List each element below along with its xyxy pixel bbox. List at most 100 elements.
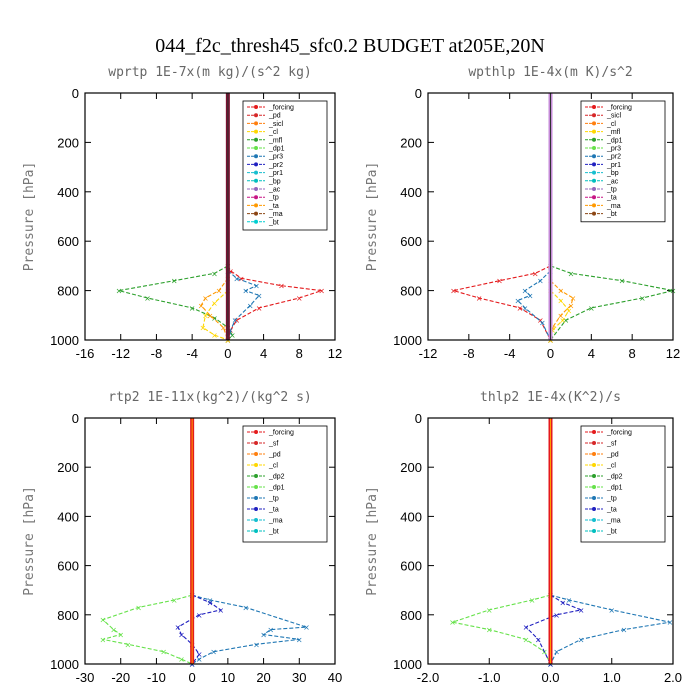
legend-marker — [254, 496, 258, 500]
y-tick-label: 0 — [72, 86, 79, 101]
plot-frame — [427, 92, 674, 341]
legend-marker — [254, 121, 258, 126]
x-tick-label: -8 — [463, 346, 475, 361]
legend-marker — [592, 529, 596, 533]
series-line — [550, 594, 671, 665]
legend-marker — [254, 211, 258, 216]
chart-title: rtp2 1E-11x(kg^2)/(kg^2 s) — [108, 390, 312, 405]
plot-frame — [427, 417, 674, 665]
legend-marker — [592, 211, 596, 216]
y-axis-label: Pressure [hPa] — [22, 486, 37, 596]
data-point: × — [100, 616, 107, 625]
data-point: × — [450, 287, 457, 296]
chart-panel-4: thlp2 1E-4x(K^2)/s Pressure [hPa] -2.0 -1.0… — [365, 390, 682, 685]
legend-marker — [592, 170, 596, 175]
legend-label: _ta — [268, 507, 279, 514]
data-point: × — [535, 635, 542, 644]
legend-label: _mfl — [606, 129, 621, 136]
data-point: × — [621, 626, 628, 635]
legend-marker — [254, 463, 258, 467]
data-point: × — [486, 606, 493, 615]
x-tick-label: 10 — [221, 670, 235, 685]
x-tick-label: 12 — [666, 346, 680, 361]
legend-marker — [254, 195, 258, 200]
legend-label: _cl — [268, 463, 278, 470]
legend-marker — [254, 187, 258, 191]
data-point: × — [578, 606, 585, 615]
legend-marker — [254, 146, 258, 150]
legend-label: _sf — [606, 441, 616, 448]
data-point: × — [242, 603, 249, 612]
legend-label: _mfl — [268, 137, 283, 144]
series-line — [549, 280, 574, 341]
x-tick-label: -16 — [76, 346, 95, 361]
legend-marker — [592, 154, 596, 159]
y-tick-label: 800 — [400, 608, 422, 623]
x-tick-label: 4 — [260, 346, 267, 361]
legend-marker — [592, 178, 596, 183]
chart-panel-3: rtp2 1E-11x(kg^2)/(kg^2 s) Pressure [hPa]… — [22, 390, 342, 685]
legend-marker — [254, 113, 258, 118]
y-tick-label: 1000 — [393, 333, 422, 348]
data-point: × — [202, 294, 209, 303]
legend-box — [580, 425, 666, 543]
series-line — [177, 594, 223, 665]
legend-label: _pr3 — [268, 154, 283, 161]
x-tick-label: -12 — [111, 346, 130, 361]
data-point: × — [278, 282, 285, 291]
x-tick-label: -30 — [76, 670, 95, 685]
legend-label: _ma — [268, 518, 283, 525]
legend-label: _dp1 — [606, 485, 623, 492]
data-point: × — [117, 630, 124, 639]
legend-label: _bp — [268, 178, 281, 185]
data-point: × — [253, 282, 260, 291]
legend-label: _ac — [606, 178, 619, 185]
data-point: × — [200, 324, 207, 333]
data-point: × — [557, 287, 564, 296]
x-tick-label: -4 — [504, 346, 516, 361]
data-point: × — [549, 324, 556, 333]
data-point: × — [566, 306, 573, 315]
legend-label: _bt — [606, 529, 617, 536]
legend-label: _dp2 — [268, 474, 285, 481]
data-point: × — [256, 292, 263, 301]
data-point: × — [207, 596, 214, 605]
legend-marker — [254, 507, 258, 511]
data-point: × — [178, 655, 185, 664]
legend-marker — [592, 441, 596, 445]
data-point: × — [171, 596, 178, 605]
data-point: × — [522, 287, 529, 296]
data-point: × — [242, 287, 249, 296]
data-point: × — [553, 611, 560, 620]
legend-marker — [254, 219, 258, 224]
legend-marker — [254, 129, 258, 134]
data-point: × — [100, 635, 107, 644]
data-point: × — [211, 269, 218, 278]
data-point: × — [568, 269, 575, 278]
data-point: × — [196, 611, 203, 620]
legend-marker — [592, 474, 596, 478]
x-tick-label: -10 — [147, 670, 166, 685]
data-point: × — [211, 299, 218, 308]
figure-title: 044_f2c_thresh45_sfc0.2 BUDGET at205E,20… — [155, 35, 545, 57]
legend-marker — [254, 430, 258, 434]
data-point: × — [639, 294, 646, 303]
x-tick-label: 8 — [296, 346, 303, 361]
data-point: × — [517, 304, 524, 313]
y-axis-label: Pressure [hPa] — [22, 162, 37, 272]
data-point: × — [496, 277, 503, 286]
legend-label: _pr2 — [606, 154, 621, 161]
legend-label: _ma — [268, 211, 283, 218]
series-line — [450, 594, 551, 665]
data-point: × — [523, 635, 530, 644]
data-point: × — [216, 287, 223, 296]
legend-marker — [254, 162, 258, 167]
data-point: × — [562, 316, 569, 325]
data-point: × — [196, 650, 203, 659]
legend-label: _tp — [268, 496, 279, 503]
data-point: × — [514, 296, 521, 305]
data-point: × — [667, 618, 674, 627]
data-point: × — [247, 301, 254, 310]
legend-label: _forcing — [606, 430, 632, 437]
y-tick-label: 400 — [57, 509, 79, 524]
